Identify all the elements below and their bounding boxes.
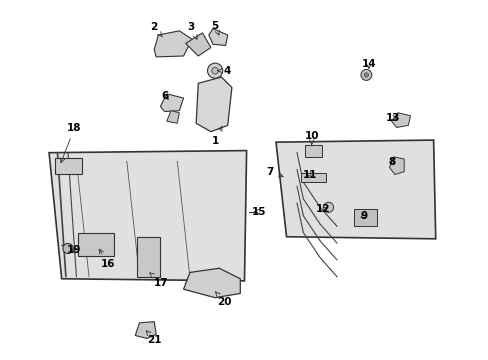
Text: 13: 13 (385, 113, 400, 123)
FancyBboxPatch shape (305, 145, 322, 157)
Polygon shape (389, 157, 404, 175)
Circle shape (207, 63, 222, 78)
Text: 15: 15 (251, 207, 266, 216)
Text: 5: 5 (211, 21, 219, 35)
Text: 20: 20 (215, 292, 231, 307)
Polygon shape (166, 111, 179, 123)
Text: 18: 18 (61, 123, 81, 163)
Circle shape (211, 67, 218, 74)
Polygon shape (208, 29, 227, 45)
Polygon shape (154, 31, 192, 57)
Polygon shape (135, 321, 156, 338)
Polygon shape (183, 268, 240, 298)
Text: 7: 7 (265, 167, 283, 177)
Circle shape (323, 202, 333, 212)
Text: 10: 10 (304, 131, 318, 144)
Text: 14: 14 (361, 59, 375, 69)
Polygon shape (275, 140, 435, 239)
Text: 2: 2 (150, 22, 162, 37)
Polygon shape (185, 33, 210, 56)
FancyBboxPatch shape (79, 233, 114, 256)
FancyBboxPatch shape (55, 158, 81, 174)
Text: 9: 9 (360, 211, 367, 221)
Circle shape (360, 69, 371, 80)
Text: 4: 4 (217, 66, 230, 76)
Text: 12: 12 (316, 204, 330, 215)
FancyBboxPatch shape (353, 208, 376, 226)
Polygon shape (196, 77, 231, 132)
Polygon shape (160, 94, 183, 112)
Text: 17: 17 (149, 273, 168, 288)
Polygon shape (49, 150, 246, 281)
Circle shape (63, 243, 73, 253)
Circle shape (364, 73, 368, 77)
Text: 16: 16 (99, 249, 115, 269)
Text: 21: 21 (146, 331, 161, 345)
FancyBboxPatch shape (137, 237, 160, 277)
Text: 6: 6 (161, 90, 168, 100)
Text: 8: 8 (388, 157, 395, 167)
Polygon shape (391, 113, 409, 127)
Text: 11: 11 (302, 170, 316, 180)
Text: 1: 1 (211, 127, 222, 146)
FancyBboxPatch shape (301, 173, 326, 182)
Text: 19: 19 (67, 245, 81, 255)
Text: 3: 3 (187, 22, 197, 39)
